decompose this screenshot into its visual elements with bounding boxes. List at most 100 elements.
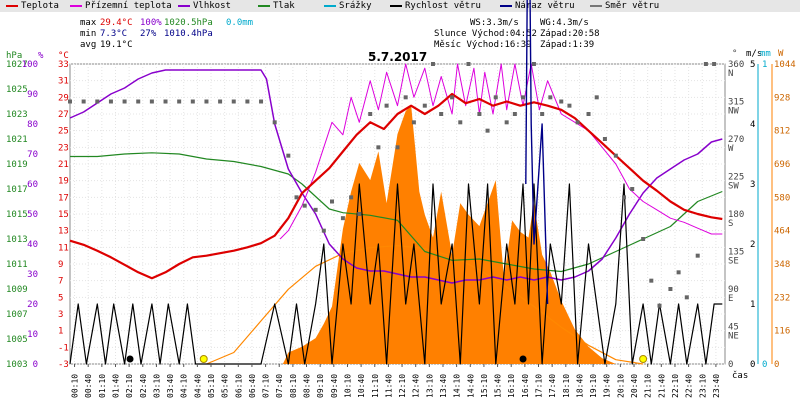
pressure-line [70,152,723,273]
legend-label: Vlhkost [193,1,231,11]
solar-tick-label: 232 [774,293,790,303]
humidity-tick-label: 70 [27,150,38,160]
temperature-tick-label: 19 [58,177,69,187]
wind-direction-point [395,145,400,150]
wind-direction-point [177,99,182,104]
wind-gust-line [525,0,549,305]
x-tick-label: 01:40 [111,374,120,398]
stat-moon-set: Západ:1:39 [540,40,595,50]
x-tick-label: 15:10 [480,374,489,398]
direction-name-label: SW [728,182,739,192]
x-tick-label: 07:10 [262,374,271,398]
x-tick-label: 20:40 [630,374,639,398]
direction-tick-label: 45 [728,323,739,333]
x-tick-label: 15:40 [494,374,503,398]
wind-direction-point [649,278,654,283]
wind-direction-point [108,99,113,104]
legend-item-3: Tlak [258,1,295,11]
humidity-tick-label: 20 [27,300,38,310]
legend-item-6: Náraz větru [500,1,575,11]
pressure-tick-label: 1011 [6,260,28,270]
legend-swatch [390,4,402,7]
wind-direction-point [512,112,517,116]
x-tick-label: 05:40 [221,374,230,398]
stat-wg: WG:4.3m/s [540,18,589,28]
wind-direction-point [477,112,482,116]
solar-tick-label: 348 [774,260,790,270]
wind-direction-point [163,99,168,104]
humidity-tick-label: 40 [27,240,38,250]
temperature-tick-label: 1 [58,327,63,337]
wind-direction-point [231,99,236,104]
humidity-unit: % [38,51,44,61]
x-tick-label: 22:10 [671,374,680,398]
x-tick-label: 12:10 [398,374,407,398]
wind-direction-point [439,112,444,116]
solar-tick-label: 464 [774,227,790,237]
wind-direction-point [376,145,381,150]
wind-direction-point [602,137,607,141]
stat-min-temp: 7.3°C [100,29,128,39]
stat-sun: Slunce Východ:04:52 [434,29,537,39]
chart-title: 5.7.2017 [368,50,428,64]
x-tick-label: 01:10 [98,374,107,398]
wind-direction-point [368,112,373,116]
stat-avg-label: avg [80,40,97,50]
x-tick-label: 07:40 [275,374,284,398]
temperature-tick-label: 25 [58,127,69,137]
temperature-tick-label: 27 [58,110,69,120]
direction-tick-label: 90 [728,285,739,295]
wind-direction-point [458,120,463,125]
pressure-tick-label: 1003 [6,360,28,370]
legend-item-2: Vlhkost [178,1,231,11]
x-tick-label: 10:40 [357,374,366,398]
x-tick-label: 11:40 [384,374,393,398]
stat-min-hum: 27% [140,29,157,39]
solar-tick-label: 696 [774,160,790,170]
direction-name-label: SE [728,257,739,267]
stat-min-label: min [80,29,97,39]
direction-name-label: NE [728,332,739,342]
stat-max-rain: 0.0mm [226,18,254,28]
wind-direction-point [630,187,635,191]
stat-sun-set: Západ:20:58 [540,29,600,39]
temperature-unit: °C [58,51,69,61]
solar-tick-label: 1044 [774,60,796,70]
x-tick-label: 10:10 [343,374,352,398]
x-tick-label: 06:40 [248,374,257,398]
x-tick-label: 08:10 [289,374,298,398]
wind-direction-point [531,62,536,66]
x-tick-label: 17:10 [535,374,544,398]
pressure-tick-label: 1009 [6,285,28,295]
direction-name-label: N [728,69,733,79]
stat-max-label: max [80,18,97,28]
wind-tick-label: 4 [750,120,755,130]
x-tick-label: 20:10 [616,374,625,398]
wind-direction-point [493,95,498,100]
x-tick-label: 18:10 [562,374,571,398]
wind-direction-point [68,99,72,104]
temperature-tick-label: 7 [58,277,63,287]
x-tick-label: 00:10 [71,374,80,398]
wind-direction-point [272,120,277,125]
pressure-tick-label: 1023 [6,110,28,120]
wind-direction-point [384,103,389,108]
x-tick-label: 12:40 [412,374,421,398]
wind-direction-point [641,237,646,241]
x-tick-label: 11:10 [371,374,380,398]
direction-name-label: S [728,219,733,229]
legend-swatch [70,4,82,7]
wind-direction-point [122,99,127,104]
wind-tick-label: 0 [750,360,755,370]
legend-label: Směr větru [605,1,660,11]
wind-direction-point [695,253,700,258]
solar-tick-label: 928 [774,93,790,103]
wind-speed-line [69,183,723,365]
legend-item-4: Srážky [324,1,372,11]
wind-direction-point [504,120,509,125]
wind-direction-point [357,212,362,216]
legend-label: Tlak [273,1,295,11]
stat-max-hum: 100% [140,18,162,28]
wind-direction-point [657,303,662,308]
